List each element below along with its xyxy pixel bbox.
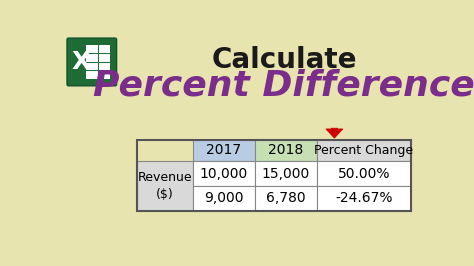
Text: Percent Difference: Percent Difference	[93, 69, 474, 103]
Polygon shape	[326, 128, 343, 138]
Bar	[255, 186, 317, 211]
Bar	[317, 186, 411, 211]
Text: 2018: 2018	[268, 143, 303, 157]
Text: Revenue
($): Revenue ($)	[137, 171, 192, 201]
Bar	[192, 161, 255, 186]
Text: 50.00%: 50.00%	[337, 167, 390, 181]
FancyBboxPatch shape	[67, 38, 117, 86]
Text: 6,780: 6,780	[266, 191, 305, 205]
FancyBboxPatch shape	[86, 45, 110, 79]
Text: Percent Change: Percent Change	[314, 144, 413, 157]
Text: Calculate: Calculate	[211, 46, 357, 74]
Bar	[317, 140, 411, 161]
Text: 2017: 2017	[206, 143, 241, 157]
Bar	[137, 140, 411, 211]
Text: -24.67%: -24.67%	[335, 191, 392, 205]
Bar	[255, 161, 317, 186]
Bar	[192, 186, 255, 211]
Bar	[317, 161, 411, 186]
Text: X: X	[72, 50, 91, 74]
Bar	[255, 140, 317, 161]
Bar	[137, 161, 192, 211]
Text: 15,000: 15,000	[262, 167, 310, 181]
Bar	[192, 140, 255, 161]
Text: 9,000: 9,000	[204, 191, 243, 205]
Text: 10,000: 10,000	[200, 167, 248, 181]
